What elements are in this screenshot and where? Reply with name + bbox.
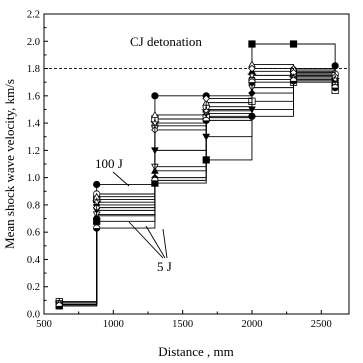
series-11 bbox=[55, 77, 339, 310]
data-point bbox=[151, 92, 159, 100]
annotation-5J-arrow-1 bbox=[128, 221, 164, 259]
x-tick-label: 500 bbox=[36, 319, 52, 330]
x-ticks: 500 1000 1500 2000 2500 bbox=[36, 310, 332, 330]
ref-line-label: CJ detonation bbox=[130, 34, 202, 49]
annotation-100J-arrow bbox=[112, 171, 130, 187]
series-3 bbox=[55, 71, 339, 306]
data-point bbox=[201, 105, 212, 115]
y-ticks: 0.0 0.2 0.4 0.6 0.8 1.0 1.2 1.4 1.6 1.8 2.0 2.2 bbox=[27, 10, 48, 321]
y-tick-label: 0.2 bbox=[27, 282, 40, 293]
series-0 bbox=[55, 62, 339, 307]
data-point bbox=[91, 197, 102, 207]
data-point-half bbox=[151, 180, 159, 184]
x-axis-title: Distance , mm bbox=[158, 344, 233, 359]
series-line bbox=[59, 74, 336, 305]
data-point-half bbox=[56, 305, 63, 310]
data-point bbox=[151, 110, 159, 118]
annotation-100J: 100 J bbox=[95, 156, 123, 171]
data-point bbox=[93, 180, 101, 189]
series-4 bbox=[55, 67, 340, 309]
y-tick-label: 0.4 bbox=[27, 255, 41, 266]
series-group bbox=[54, 40, 340, 310]
data-point-half bbox=[248, 82, 256, 86]
y-tick-label: 0.6 bbox=[27, 228, 40, 239]
data-point bbox=[202, 94, 210, 103]
annotation-5J: 5 J bbox=[157, 259, 172, 274]
annotation-5J-arrow-3 bbox=[162, 228, 168, 259]
y-tick-label: 1.0 bbox=[27, 173, 40, 184]
data-point bbox=[289, 40, 298, 48]
series-2 bbox=[55, 72, 340, 309]
y-tick-label: 0.0 bbox=[27, 310, 40, 321]
annotation-5J-arrow-2 bbox=[145, 225, 166, 259]
y-tick-label: 1.8 bbox=[27, 64, 40, 75]
series-10 bbox=[54, 70, 340, 308]
x-tick-label: 1000 bbox=[103, 319, 124, 330]
data-point-half bbox=[203, 120, 210, 124]
data-point-half bbox=[93, 228, 100, 232]
y-tick-label: 0.8 bbox=[27, 200, 40, 211]
x-tick-label: 2500 bbox=[311, 319, 332, 330]
data-point bbox=[150, 117, 160, 128]
y-tick-label: 1.6 bbox=[27, 91, 40, 102]
data-point-half bbox=[290, 80, 297, 85]
y-tick-label: 1.2 bbox=[27, 146, 40, 157]
data-point bbox=[248, 40, 256, 48]
y-tick-label: 2.0 bbox=[27, 37, 40, 48]
y-axis-title: Mean shock wave velocity, km/s bbox=[2, 79, 17, 249]
x-tick-label: 1500 bbox=[172, 319, 193, 330]
x-tick-label: 2000 bbox=[241, 319, 262, 330]
plot-frame bbox=[43, 13, 350, 315]
y-tick-label: 2.2 bbox=[27, 10, 40, 21]
series-8 bbox=[55, 73, 340, 308]
data-point-half bbox=[331, 87, 339, 91]
data-point bbox=[247, 70, 257, 80]
y-tick-label: 1.4 bbox=[27, 119, 41, 130]
